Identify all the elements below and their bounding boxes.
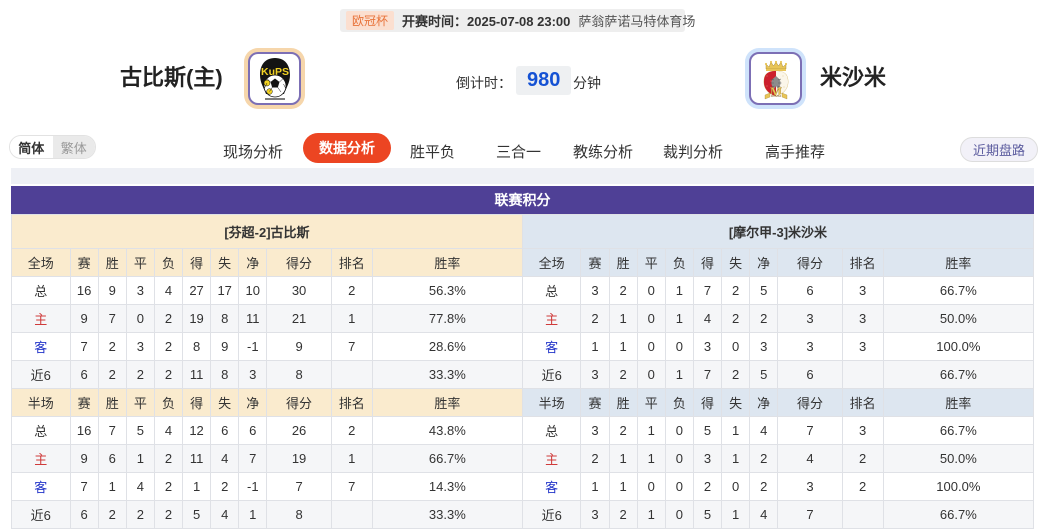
svg-text:MUSAMI: MUSAMI xyxy=(770,94,781,98)
